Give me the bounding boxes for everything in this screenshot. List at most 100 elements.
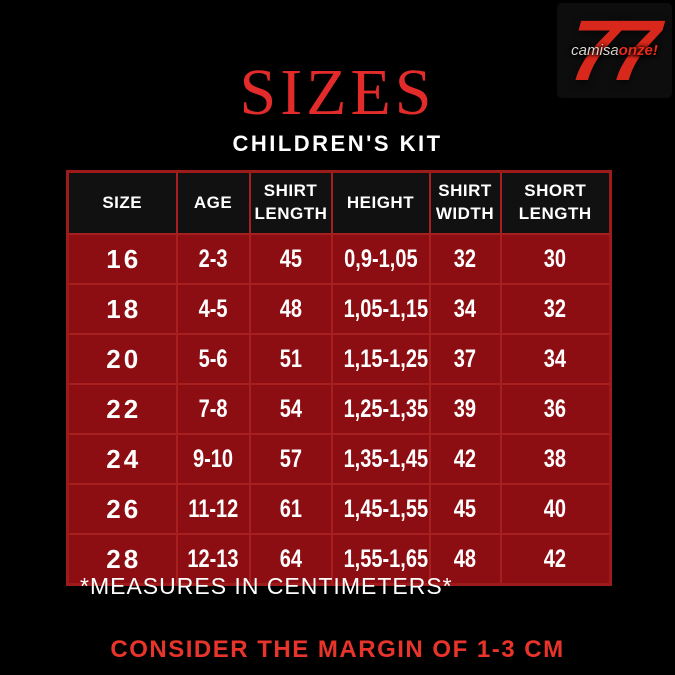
- value-cell: 57: [248, 433, 333, 485]
- value-cell: 7-8: [175, 383, 251, 435]
- column-header: HEIGHT: [330, 170, 431, 235]
- cell-text: 5-6: [198, 344, 228, 373]
- size-table-body: 16 2-3 45 0,9-1,05 32 30 18 4-5 48 1,05-1,15 34 32 2…: [66, 233, 612, 586]
- cell-text: 32: [453, 244, 477, 273]
- cell-text: 1,25-1,35: [343, 394, 428, 423]
- margin-disclaimer: CONSIDER THE MARGIN OF 1-3 CM: [110, 636, 565, 663]
- cell-text: 7-8: [198, 394, 228, 423]
- cell-text: 11-12: [187, 494, 239, 523]
- cell-text: 51: [279, 344, 302, 373]
- cell-text: 42: [544, 544, 567, 573]
- value-cell: 36: [499, 383, 612, 435]
- page-title: SIZES: [239, 56, 436, 129]
- size-cell: 24: [66, 433, 178, 485]
- cell-text: 1,05-1,15: [343, 294, 428, 323]
- size-cell: 18: [66, 283, 178, 335]
- value-cell: 61: [248, 483, 333, 535]
- value-cell: 34: [428, 283, 502, 335]
- cell-text: 1,35-1,45: [343, 444, 428, 473]
- value-cell: 45: [428, 483, 502, 535]
- size-cell: 26: [66, 483, 178, 535]
- table-row: 16 2-3 45 0,9-1,05 32 30: [66, 233, 612, 285]
- column-header: AGE: [175, 170, 251, 235]
- cell-text: 32: [544, 294, 567, 323]
- size-table-header-row: SIZE AGE SHIRT LENGTH HEIGHT SHIRT WIDTH SHOR…: [66, 170, 612, 235]
- value-cell: 32: [499, 283, 612, 335]
- value-cell: 34: [499, 333, 612, 385]
- column-header: SHIRT WIDTH: [428, 170, 502, 235]
- size-cell: 16: [66, 233, 178, 285]
- value-cell: 42: [499, 533, 612, 586]
- cell-text: 22: [106, 393, 142, 424]
- value-cell: 1,35-1,45: [330, 433, 431, 485]
- value-cell: 45: [248, 233, 333, 285]
- size-cell: 20: [66, 333, 178, 385]
- value-cell: 54: [248, 383, 333, 435]
- table-row: 20 5-6 51 1,15-1,25 37 34: [66, 333, 612, 385]
- cell-text: 45: [279, 244, 302, 273]
- value-cell: 64: [248, 533, 333, 586]
- value-cell: 12-13: [175, 533, 251, 586]
- size-cell: 28: [66, 533, 178, 586]
- cell-text: 64: [279, 544, 302, 573]
- cell-text: 2-3: [198, 244, 228, 273]
- value-cell: 9-10: [175, 433, 251, 485]
- value-cell: 40: [499, 483, 612, 535]
- cell-text: 37: [453, 344, 477, 373]
- cell-text: 0,9-1,05: [343, 244, 418, 273]
- value-cell: 4-5: [175, 283, 251, 335]
- cell-text: 24: [106, 443, 142, 474]
- column-header: SHIRT LENGTH: [248, 170, 333, 235]
- value-cell: 48: [428, 533, 502, 586]
- cell-text: 36: [544, 394, 567, 423]
- page-subtitle: CHILDREN'S KIT: [232, 131, 443, 156]
- value-cell: 39: [428, 383, 502, 435]
- table-row: 28 12-13 64 1,55-1,65 48 42: [66, 533, 612, 586]
- logo-word-onze: onze!: [618, 42, 658, 59]
- value-cell: 37: [428, 333, 502, 385]
- units-footnote: *MEASURES IN CENTIMETERS*: [80, 573, 453, 599]
- size-table: SIZE AGE SHIRT LENGTH HEIGHT SHIRT WIDTH SHOR…: [66, 170, 612, 586]
- value-cell: 1,05-1,15: [330, 283, 431, 335]
- cell-text: 16: [106, 243, 142, 274]
- column-header: SIZE: [66, 170, 178, 235]
- value-cell: 1,25-1,35: [330, 383, 431, 435]
- cell-text: 39: [453, 394, 477, 423]
- value-cell: 38: [499, 433, 612, 485]
- value-cell: 48: [248, 283, 333, 335]
- cell-text: 42: [453, 444, 477, 473]
- value-cell: 30: [499, 233, 612, 285]
- cell-text: 1,55-1,65: [343, 544, 428, 573]
- cell-text: 54: [279, 394, 302, 423]
- value-cell: 32: [428, 233, 502, 285]
- cell-text: 48: [279, 294, 302, 323]
- value-cell: 42: [428, 433, 502, 485]
- cell-text: 57: [279, 444, 302, 473]
- cell-text: 12-13: [187, 544, 239, 573]
- value-cell: 1,55-1,65: [330, 533, 431, 586]
- cell-text: 38: [544, 444, 567, 473]
- value-cell: 1,15-1,25: [330, 333, 431, 385]
- cell-text: 34: [453, 294, 477, 323]
- value-cell: 51: [248, 333, 333, 385]
- logo-wordmark: camisaonze!: [557, 43, 672, 58]
- cell-text: 45: [453, 494, 477, 523]
- value-cell: 2-3: [175, 233, 251, 285]
- cell-text: 30: [544, 244, 567, 273]
- value-cell: 11-12: [175, 483, 251, 535]
- cell-text: 48: [453, 544, 477, 573]
- logo-word-camisa: camisa: [571, 42, 619, 59]
- cell-text: 9-10: [192, 444, 234, 473]
- cell-text: 1,15-1,25: [343, 344, 428, 373]
- table-row: 22 7-8 54 1,25-1,35 39 36: [66, 383, 612, 435]
- column-header: SHORT LENGTH: [499, 170, 612, 235]
- table-row: 26 11-12 61 1,45-1,55 45 40: [66, 483, 612, 535]
- value-cell: 1,45-1,55: [330, 483, 431, 535]
- cell-text: 1,45-1,55: [343, 494, 428, 523]
- size-cell: 22: [66, 383, 178, 435]
- value-cell: 0,9-1,05: [330, 233, 431, 285]
- cell-text: 34: [544, 344, 567, 373]
- table-row: 18 4-5 48 1,05-1,15 34 32: [66, 283, 612, 335]
- cell-text: 26: [106, 493, 142, 524]
